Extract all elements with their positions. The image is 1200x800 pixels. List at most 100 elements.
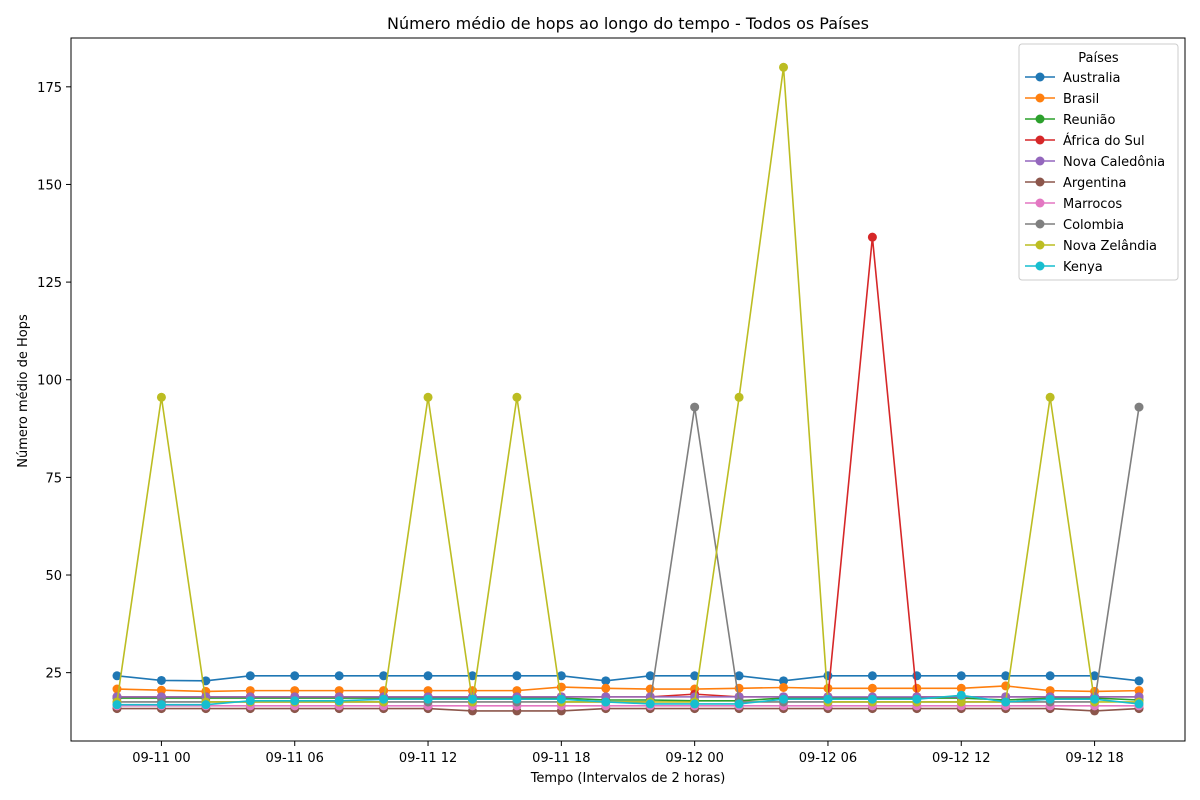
data-point (601, 676, 611, 686)
legend-swatch-marker (1035, 93, 1045, 103)
series-line-reuniao (116, 697, 1140, 702)
data-point (512, 694, 522, 704)
data-point (690, 671, 700, 681)
series-australia (112, 671, 1144, 686)
data-point (290, 686, 300, 696)
legend-entry: Reunião (1063, 113, 1116, 128)
data-point (734, 671, 744, 681)
data-point (690, 699, 700, 709)
x-tick-label: 09-12 00 (665, 751, 723, 766)
plot-area: 09-11 00 09-11 06 09-11 12 09-11 18 09-12 00… (37, 37, 1186, 766)
legend-entry: Kenya (1063, 260, 1103, 275)
data-point (1134, 676, 1144, 686)
legend-swatch-marker (1035, 114, 1045, 124)
data-point (112, 700, 122, 710)
y-tick-label: 50 (45, 569, 62, 584)
chart-title: Número médio de hops ao longo do tempo -… (387, 14, 869, 33)
data-point (156, 392, 166, 402)
legend-swatch-marker (1035, 156, 1045, 166)
series-brasil (112, 681, 1144, 696)
data-point (1001, 697, 1011, 707)
data-point (734, 699, 744, 709)
data-point (512, 392, 522, 402)
data-point (245, 671, 255, 681)
legend-entry: Argentina (1063, 176, 1126, 191)
x-tick-label: 09-12 06 (799, 751, 857, 766)
legend-entry: Nova Zelândia (1063, 239, 1157, 254)
data-point (201, 700, 211, 710)
data-point (334, 671, 344, 681)
legend-entry: Brasil (1063, 92, 1099, 107)
data-point (423, 392, 433, 402)
y-tick-label: 175 (37, 81, 62, 96)
series-line-brasil (116, 685, 1140, 693)
data-point (1134, 686, 1144, 696)
x-tick-label: 09-12 18 (1065, 751, 1123, 766)
data-point (156, 700, 166, 710)
legend-entry: África do Sul (1063, 133, 1145, 149)
series-line-colombia (116, 406, 1140, 703)
y-tick-label: 75 (45, 471, 62, 486)
data-point (1090, 694, 1100, 704)
data-point (1045, 694, 1055, 704)
legend-title: Países (1078, 51, 1119, 66)
data-point (823, 683, 833, 693)
data-point (779, 682, 789, 692)
data-point (1134, 699, 1144, 709)
legend-entry: Nova Caledônia (1063, 155, 1165, 170)
data-point (823, 694, 833, 704)
data-point (512, 671, 522, 681)
series-colombia (112, 402, 1144, 707)
data-point (823, 671, 833, 681)
data-point (245, 686, 255, 696)
y-tick-label: 100 (37, 374, 62, 389)
legend-swatch-marker (1035, 135, 1045, 145)
data-point (912, 671, 922, 681)
y-tick-label: 150 (37, 178, 62, 193)
data-point (556, 671, 566, 681)
data-point (334, 696, 344, 706)
legend-entry: Australia (1063, 71, 1121, 86)
data-point (956, 683, 966, 693)
data-point (245, 696, 255, 706)
data-point (867, 671, 877, 681)
legend: Países Australia Brasil Reunião África do Su… (1018, 43, 1179, 281)
data-point (779, 62, 789, 72)
y-tick-label: 25 (45, 667, 62, 682)
data-point (779, 694, 789, 704)
data-point (956, 697, 966, 707)
data-point (1090, 671, 1100, 681)
y-axis-label: Número médio de Hops (16, 314, 31, 468)
data-point (156, 675, 166, 685)
data-point (556, 694, 566, 704)
legend-entry: Marrocos (1063, 197, 1122, 212)
data-point (601, 683, 611, 693)
data-point (379, 694, 389, 704)
series-line-argentina (116, 707, 1140, 712)
data-point (734, 392, 744, 402)
data-point (423, 671, 433, 681)
data-point (290, 671, 300, 681)
data-point (645, 699, 655, 709)
x-tick-label: 09-11 06 (266, 751, 324, 766)
data-point (1045, 392, 1055, 402)
x-tick-label: 09-11 00 (132, 751, 190, 766)
legend-swatch-marker (1035, 198, 1045, 208)
legend-swatch-marker (1035, 72, 1045, 82)
data-point (1001, 671, 1011, 681)
series-kenya (112, 690, 1144, 710)
series-africa-do-sul (112, 232, 1144, 702)
data-point (867, 683, 877, 693)
data-point (1045, 686, 1055, 696)
data-point (467, 694, 477, 704)
data-point (423, 686, 433, 696)
legend-swatch-marker (1035, 240, 1045, 250)
legend-swatch-marker (1035, 261, 1045, 271)
data-point (1045, 671, 1055, 681)
legend-box (1018, 43, 1179, 281)
data-point (334, 686, 344, 696)
series-line-australia (116, 674, 1140, 682)
series-line-africa-do-sul (116, 236, 1140, 698)
legend-entry: Colombia (1063, 218, 1124, 233)
